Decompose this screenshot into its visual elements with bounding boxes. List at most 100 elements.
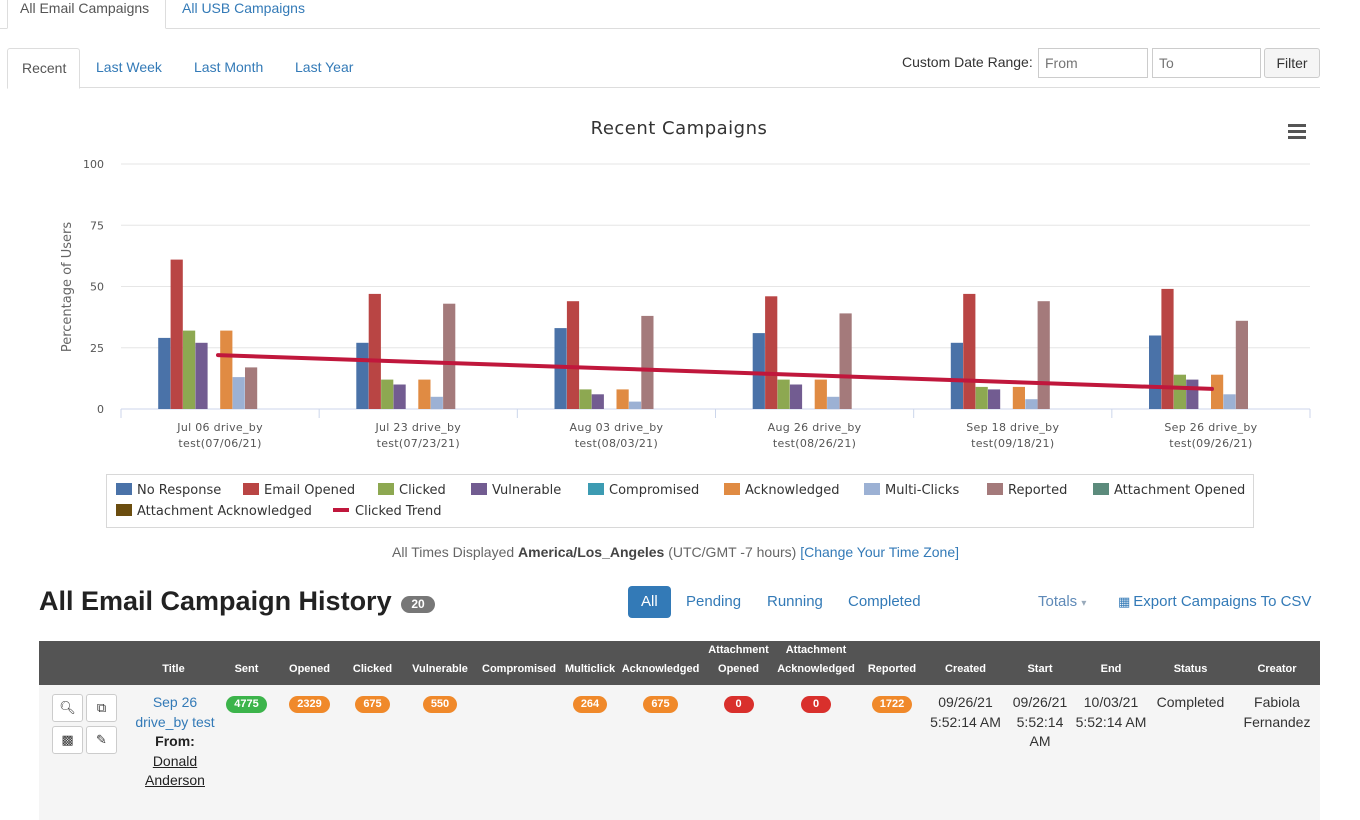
y-tick-label: 75 — [90, 219, 104, 232]
tab-last-week[interactable]: Last Week — [96, 59, 162, 75]
legend-swatch — [588, 483, 604, 495]
timezone-prefix: All Times Displayed — [392, 544, 515, 560]
menu-bar-0 — [1288, 124, 1306, 127]
bar — [443, 303, 456, 409]
bar — [579, 389, 592, 409]
x-tick-label: test(07/23/21) — [377, 437, 460, 450]
page-title: All Email Campaign History — [39, 586, 392, 616]
bar — [827, 396, 840, 410]
hamburger-menu-icon[interactable] — [1288, 124, 1306, 139]
edit-button[interactable]: ✎ — [86, 726, 117, 754]
filter-all[interactable]: All — [628, 586, 671, 618]
bar — [950, 342, 963, 409]
tab-all-usb-campaigns[interactable]: All USB Campaigns — [182, 0, 305, 16]
table-row: 🔍︎ ⧉ ▩ ✎ Sep 26 drive_by test From: Dona… — [39, 685, 1320, 820]
attachment-opened-badge[interactable]: 0 — [723, 696, 754, 713]
multiclick-badge[interactable]: 264 — [572, 696, 608, 713]
col-start[interactable]: Start — [1005, 641, 1075, 685]
x-tick-label: test(09/26/21) — [1169, 437, 1252, 450]
bar — [963, 293, 976, 409]
view-button[interactable]: 🔍︎ — [52, 694, 83, 722]
change-timezone-link[interactable]: [Change Your Time Zone] — [800, 544, 959, 560]
col-clicked[interactable]: Clicked — [341, 641, 404, 685]
col-vulnerable[interactable]: Vulnerable — [404, 641, 476, 685]
col-created[interactable]: Created — [926, 641, 1005, 685]
col-attachment-opened[interactable]: Attachment Opened — [703, 641, 774, 685]
caret-down-icon: ▾ — [1081, 598, 1087, 609]
campaign-title-link[interactable]: Sep 26 drive_by test — [135, 694, 215, 730]
archive-icon: ▩ — [61, 732, 74, 747]
acknowledged-badge[interactable]: 675 — [643, 696, 678, 713]
legend-label: No Response — [137, 483, 221, 498]
bar — [988, 389, 1001, 409]
tab-last-year[interactable]: Last Year — [295, 59, 354, 75]
date-to-input[interactable] — [1152, 48, 1261, 78]
col-opened[interactable]: Opened — [278, 641, 341, 685]
export-csv-label: Export Campaigns To CSV — [1133, 593, 1312, 610]
date-from-input[interactable] — [1038, 48, 1148, 78]
filter-button[interactable]: Filter — [1264, 48, 1320, 78]
bar — [591, 394, 604, 409]
col-sent[interactable]: Sent — [215, 641, 278, 685]
chart-title: Recent Campaigns — [591, 118, 768, 139]
bar — [777, 379, 790, 409]
attachment-opened-cell: 0 — [703, 685, 774, 820]
bar — [752, 333, 765, 409]
bar — [158, 337, 171, 409]
bar — [1161, 288, 1174, 409]
legend-swatch — [378, 483, 394, 495]
reported-badge[interactable]: 1722 — [871, 696, 913, 713]
x-tick-label: Sep 18 drive_by — [966, 421, 1059, 434]
vulnerable-cell: 550 — [404, 685, 476, 820]
y-tick-label: 100 — [83, 158, 104, 171]
copy-button[interactable]: ⧉ — [86, 694, 117, 722]
legend-swatch — [864, 483, 880, 495]
bar — [566, 301, 580, 409]
bar — [430, 396, 443, 410]
sent-badge[interactable]: 4775 — [226, 696, 267, 713]
sender-link[interactable]: Donald Anderson — [145, 752, 205, 789]
filter-running[interactable]: Running — [767, 593, 823, 610]
archive-button[interactable]: ▩ — [52, 726, 83, 754]
filter-completed[interactable]: Completed — [848, 593, 921, 610]
bar — [418, 379, 431, 409]
attachment-acknowledged-badge[interactable]: 0 — [801, 696, 831, 713]
custom-date-range-label: Custom Date Range: — [902, 54, 1033, 70]
clicked-badge[interactable]: 675 — [355, 696, 390, 713]
bar — [393, 384, 406, 409]
bar — [641, 315, 654, 409]
tab-recent[interactable]: Recent — [7, 48, 80, 89]
totals-label: Totals — [1038, 593, 1078, 610]
filter-pending[interactable]: Pending — [686, 593, 742, 610]
col-compromised[interactable]: Compromised — [476, 641, 562, 685]
start-cell: 09/26/21 5:52:14 AM — [1005, 685, 1075, 820]
tab-all-email-campaigns[interactable]: All Email Campaigns — [7, 0, 166, 29]
title-cell: Sep 26 drive_by test From: Donald Anders… — [132, 685, 215, 820]
col-title[interactable]: Title — [132, 641, 215, 685]
campaign-history-table: Title Sent Opened Clicked Vulnerable Com… — [39, 641, 1320, 820]
col-status[interactable]: Status — [1147, 641, 1234, 685]
bar — [1223, 394, 1236, 409]
tab-last-month[interactable]: Last Month — [194, 59, 264, 75]
col-multiclick[interactable]: Multiclick — [562, 641, 618, 685]
legend-label: Clicked — [399, 483, 446, 498]
x-tick-label: Aug 03 drive_by — [570, 421, 664, 434]
col-reported[interactable]: Reported — [858, 641, 926, 685]
bar — [814, 379, 827, 409]
x-tick-label: Sep 26 drive_by — [1164, 421, 1257, 434]
col-end[interactable]: End — [1075, 641, 1147, 685]
multiclick-cell: 264 — [562, 685, 618, 820]
col-acknowledged[interactable]: Acknowledged — [618, 641, 703, 685]
y-tick-label: 0 — [97, 403, 104, 416]
col-attachment-acknowledged[interactable]: Attachment Acknowledged — [774, 641, 858, 685]
export-csv-link[interactable]: ▦ Export Campaigns To CSV — [1118, 593, 1311, 610]
opened-badge[interactable]: 2329 — [289, 696, 330, 713]
vulnerable-badge[interactable]: 550 — [422, 696, 458, 713]
search-icon: 🔍︎ — [59, 700, 76, 715]
legend-label: Email Opened — [264, 483, 355, 498]
x-tick-label: Aug 26 drive_by — [768, 421, 862, 434]
y-axis-label: Percentage of Users — [60, 222, 75, 353]
totals-dropdown[interactable]: Totals ▾ — [1038, 593, 1086, 610]
col-creator[interactable]: Creator — [1234, 641, 1320, 685]
y-tick-label: 25 — [90, 342, 104, 355]
